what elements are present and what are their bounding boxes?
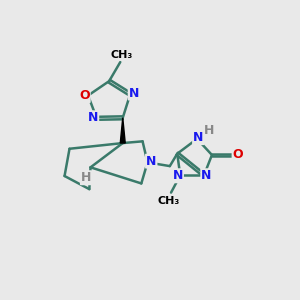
Text: N: N [146, 154, 156, 168]
Text: O: O [79, 89, 90, 102]
Text: H: H [81, 171, 91, 184]
Text: N: N [201, 169, 212, 182]
Text: N: N [129, 86, 139, 100]
Text: N: N [88, 111, 98, 124]
Text: CH₃: CH₃ [110, 50, 133, 60]
Text: H: H [204, 124, 214, 137]
Text: N: N [172, 169, 183, 182]
Polygon shape [120, 118, 125, 143]
Text: O: O [232, 148, 243, 161]
Text: N: N [193, 131, 203, 144]
Text: CH₃: CH₃ [158, 196, 180, 206]
